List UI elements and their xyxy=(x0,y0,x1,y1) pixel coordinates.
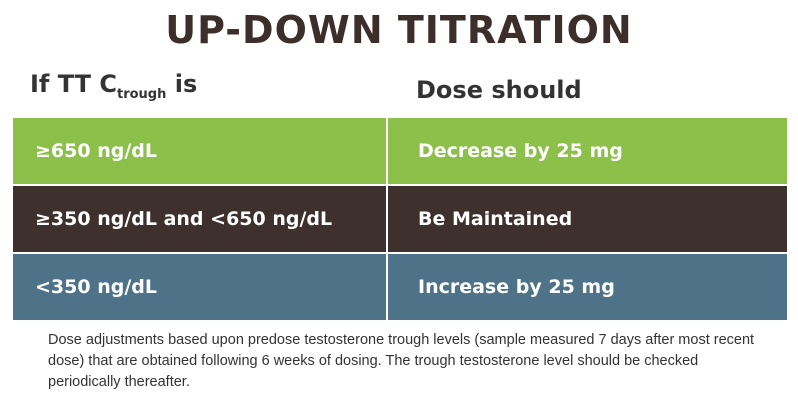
table-row-high: ≥650 ng/dL Decrease by 25 mg xyxy=(13,118,787,184)
table-row-low: <350 ng/dL Increase by 25 mg xyxy=(13,254,787,320)
column-header-level-suffix: is xyxy=(166,70,198,98)
action-cell: Increase by 25 mg xyxy=(388,254,787,320)
table-row-mid: ≥350 ng/dL and <650 ng/dL Be Maintained xyxy=(13,186,787,252)
level-cell: <350 ng/dL xyxy=(13,254,386,320)
page-title: UP-DOWN TITRATION xyxy=(165,8,633,52)
footnote: Dose adjustments based upon predose test… xyxy=(48,332,755,390)
column-header-level-subscript: trough xyxy=(117,87,167,102)
column-header-level: If TT Ctrough is xyxy=(30,70,197,102)
level-cell: ≥650 ng/dL xyxy=(13,118,386,184)
column-header-dose: Dose should xyxy=(416,76,582,104)
action-cell: Be Maintained xyxy=(388,186,787,252)
column-header-level-prefix: If TT C xyxy=(30,70,117,98)
titration-table: ≥650 ng/dL Decrease by 25 mg ≥350 ng/dL … xyxy=(13,118,787,322)
level-cell: ≥350 ng/dL and <650 ng/dL xyxy=(13,186,386,252)
action-cell: Decrease by 25 mg xyxy=(388,118,787,184)
